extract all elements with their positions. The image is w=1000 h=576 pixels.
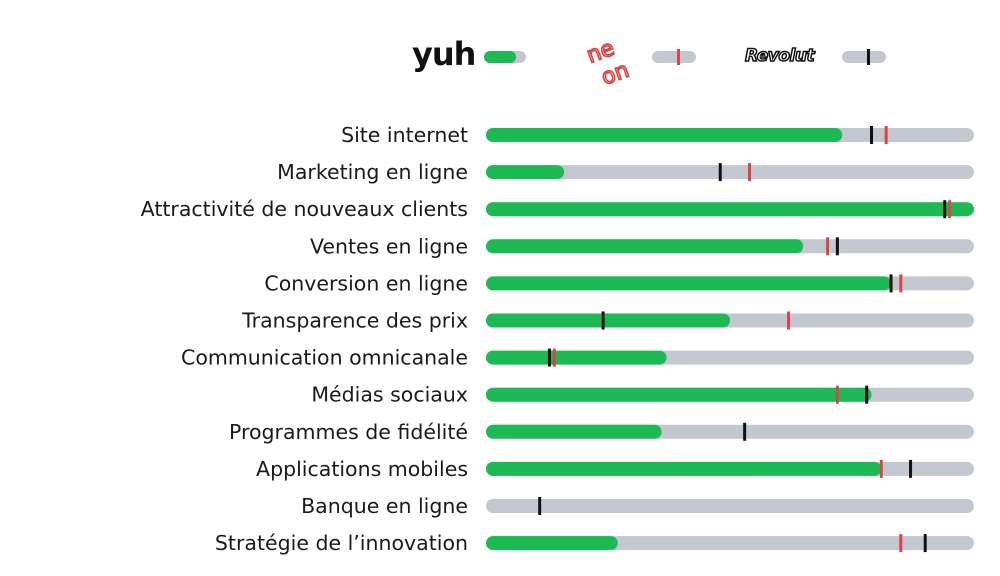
- marker-revolut: [835, 237, 839, 256]
- legend-yuh-logo: yuh: [412, 35, 476, 73]
- marker-neon: [835, 385, 839, 404]
- bar-yuh: [486, 536, 618, 551]
- category-label: Applications mobiles: [256, 457, 468, 481]
- legend-revolut-sample: [842, 49, 886, 65]
- bar-row: Communication omnicanale: [181, 346, 974, 370]
- marker-revolut: [943, 200, 947, 219]
- bar-yuh: [486, 165, 565, 180]
- bar-yuh: [486, 313, 730, 328]
- marker-revolut: [601, 311, 605, 330]
- legend-revolut-logo: Revolut: [744, 45, 815, 67]
- category-label: Conversion en ligne: [264, 271, 468, 295]
- bar-row: Ventes en ligne: [310, 234, 974, 258]
- bar-yuh: [486, 276, 892, 291]
- marker-revolut: [743, 422, 747, 441]
- category-label: Médias sociaux: [311, 383, 468, 407]
- category-label: Communication omnicanale: [181, 346, 468, 370]
- bar-row: Transparence des prix: [241, 309, 974, 333]
- marker-revolut: [538, 497, 542, 515]
- bar-yuh: [486, 128, 843, 142]
- bar-row: Attractivité de nouveaux clients: [141, 197, 974, 221]
- bar-yuh: [486, 202, 974, 217]
- marker-revolut: [870, 126, 874, 144]
- marker-neon: [899, 534, 903, 553]
- bar-track: [486, 499, 974, 513]
- legend-neon-marker: [677, 49, 680, 65]
- marker-revolut: [865, 385, 869, 404]
- legend-revolut-track: [842, 51, 886, 63]
- marker-neon: [552, 348, 556, 367]
- marker-revolut: [889, 274, 893, 293]
- legend-yuh-sample: [484, 51, 526, 63]
- bar-row: Médias sociaux: [311, 383, 974, 407]
- bar-row: Marketing en ligne: [277, 160, 974, 184]
- marker-revolut: [547, 348, 551, 367]
- bar-row: Site internet: [341, 123, 974, 147]
- marker-revolut: [909, 459, 913, 478]
- marker-neon: [879, 459, 883, 478]
- bar-yuh: [486, 350, 667, 365]
- marker-neon: [948, 200, 952, 219]
- legend-neon-sample: [652, 49, 696, 65]
- legend-neon-logo: ne on: [583, 35, 633, 86]
- category-label: Stratégie de l’innovation: [215, 531, 468, 555]
- bar-row: Stratégie de l’innovation: [215, 531, 974, 555]
- category-label: Site internet: [341, 123, 468, 147]
- category-label: Attractivité de nouveaux clients: [141, 197, 468, 221]
- category-label: Ventes en ligne: [310, 234, 468, 258]
- legend-revolut-marker: [867, 49, 870, 65]
- bar-yuh: [486, 239, 804, 254]
- marker-neon: [748, 163, 752, 182]
- marker-neon: [884, 126, 888, 144]
- bar-yuh: [486, 461, 882, 476]
- bar-row: Programmes de fidélité: [229, 420, 974, 444]
- bar-track: [486, 165, 974, 180]
- legend-neon-track: [652, 51, 696, 63]
- category-label: Programmes de fidélité: [229, 420, 468, 444]
- marker-neon: [899, 274, 903, 293]
- bar-yuh: [486, 387, 872, 402]
- category-label: Banque en ligne: [301, 494, 468, 518]
- bar-row: Conversion en ligne: [264, 271, 974, 295]
- category-label: Marketing en ligne: [277, 160, 468, 184]
- marker-neon: [787, 311, 791, 330]
- marker-revolut: [718, 163, 722, 182]
- marker-revolut: [923, 534, 927, 553]
- bar-yuh: [486, 424, 662, 439]
- marker-neon: [826, 237, 830, 256]
- bar-row: Banque en ligne: [301, 494, 974, 518]
- category-label: Transparence des prix: [241, 309, 468, 333]
- legend-yuh-fill: [484, 51, 516, 63]
- bar-row: Applications mobiles: [256, 457, 974, 481]
